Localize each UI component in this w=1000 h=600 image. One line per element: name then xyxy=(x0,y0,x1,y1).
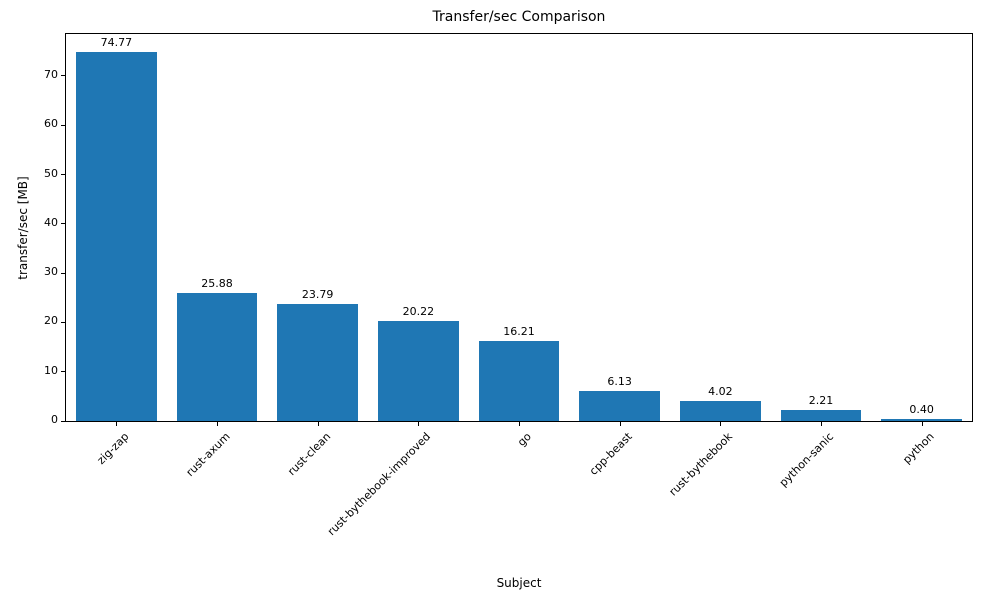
y-tick-label: 70 xyxy=(44,67,58,81)
y-tick-label: 10 xyxy=(44,363,58,377)
x-tick-mark xyxy=(921,422,923,426)
y-tick-mark xyxy=(61,75,65,77)
y-tick-mark xyxy=(61,124,65,126)
bar xyxy=(579,390,660,421)
bar-value-label: 16.21 xyxy=(503,325,535,339)
bar-value-label: 23.79 xyxy=(301,287,334,301)
y-tick-label: 60 xyxy=(44,117,58,131)
x-tick-mark xyxy=(116,422,118,426)
y-tick-label: 30 xyxy=(44,265,58,279)
x-tick-mark xyxy=(821,422,822,426)
x-tick-label: zig-zap xyxy=(94,430,132,467)
x-tick-mark xyxy=(619,422,621,426)
chart-title: Transfer/sec Comparison xyxy=(432,9,606,25)
y-tick-mark xyxy=(61,272,65,274)
bar-value-label: 25.88 xyxy=(201,277,233,291)
x-tick-label: cpp-beast xyxy=(587,430,635,478)
y-tick-mark xyxy=(61,223,65,225)
bar xyxy=(378,321,459,421)
x-tick-label: python xyxy=(900,430,937,467)
y-tick-label: 20 xyxy=(44,314,58,328)
x-tick-label: rust-bythebook xyxy=(667,430,736,499)
bar-value-label: 0.40 xyxy=(909,403,934,417)
bar xyxy=(780,410,862,421)
bar xyxy=(76,52,157,421)
x-tick-label: python-sanic xyxy=(776,430,837,490)
y-tick-label: 40 xyxy=(44,215,58,229)
x-tick-mark xyxy=(317,422,319,426)
bar xyxy=(277,303,358,421)
bar xyxy=(680,401,761,421)
x-tick-mark xyxy=(519,422,520,426)
y-axis-label: transfer/sec [MB] xyxy=(16,176,30,280)
x-tick-label: rust-bythebook-improved xyxy=(325,430,434,539)
y-tick-mark xyxy=(61,371,65,373)
bar-value-label: 6.13 xyxy=(607,374,632,388)
bar-value-label: 2.21 xyxy=(808,394,834,408)
bar xyxy=(478,341,560,421)
x-tick-label: go xyxy=(515,430,535,449)
bar xyxy=(176,293,258,421)
bar-value-label: 74.77 xyxy=(100,36,133,50)
x-tick-mark xyxy=(418,422,420,426)
x-tick-label: rust-axum xyxy=(183,430,233,480)
y-tick-label: 50 xyxy=(44,166,58,180)
y-tick-mark xyxy=(61,321,65,323)
y-tick-mark xyxy=(61,420,65,422)
bar-value-label: 4.02 xyxy=(708,385,733,399)
plot-area: 74.77 25.88 23.79 20.22 16.21 6.13 4.02 2.21 0.4… xyxy=(65,33,973,422)
bar-value-label: 20.22 xyxy=(402,305,435,319)
y-tick-mark xyxy=(61,174,65,175)
x-tick-mark xyxy=(720,422,722,426)
x-axis-label: Subject xyxy=(496,576,542,590)
y-tick-label: 0 xyxy=(51,413,58,426)
bar xyxy=(881,419,962,421)
x-tick-label: rust-clean xyxy=(284,430,333,479)
x-tick-mark xyxy=(217,422,218,426)
